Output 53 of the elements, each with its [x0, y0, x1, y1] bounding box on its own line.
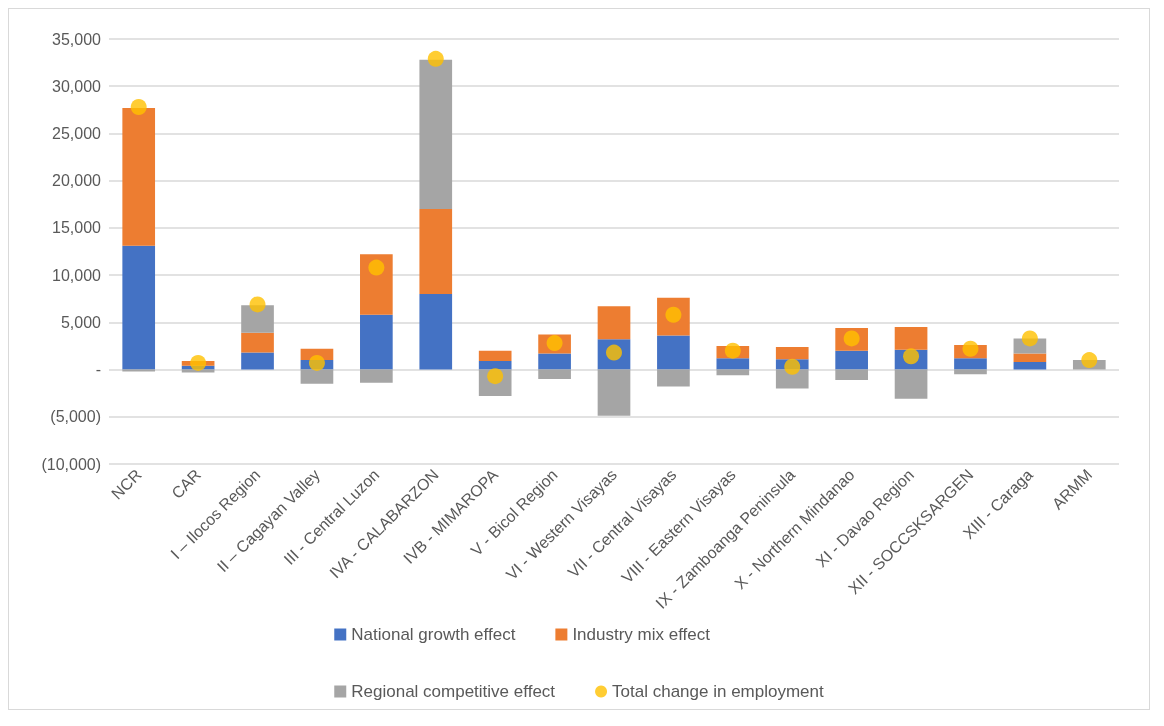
- point: [962, 340, 979, 357]
- bar: [894, 369, 928, 399]
- bar: [538, 369, 571, 379]
- bar: [657, 335, 690, 370]
- y-tick-label: 5,000: [60, 313, 102, 331]
- point: [130, 99, 147, 115]
- y-tick-label: 35,000: [52, 30, 102, 48]
- bar: [478, 361, 512, 370]
- bar: [360, 314, 393, 370]
- bar: [954, 358, 987, 370]
- y-tick-label: 20,000: [52, 172, 102, 190]
- point: [427, 50, 444, 67]
- point: [1081, 352, 1098, 369]
- bar: [241, 332, 274, 353]
- bar: [657, 369, 690, 387]
- bar: [122, 245, 156, 370]
- point: [1021, 330, 1038, 347]
- bar: [1013, 353, 1047, 362]
- point: [784, 358, 801, 375]
- bar: [597, 306, 631, 340]
- bar: [835, 369, 868, 380]
- bar: [419, 294, 453, 370]
- legend-label: National growth effect: [351, 625, 516, 644]
- bar: [835, 350, 868, 370]
- bar: [538, 353, 571, 370]
- legend-label: Regional competitive effect: [351, 682, 556, 701]
- bar: [241, 305, 274, 333]
- bar: [775, 346, 809, 360]
- bar: [241, 352, 274, 370]
- legend-label: Total change in employment: [612, 682, 825, 701]
- y-tick-label: (10,000): [41, 455, 101, 473]
- bar: [1013, 362, 1047, 370]
- point: [368, 259, 385, 276]
- bar: [716, 358, 750, 370]
- legend-label: Industry mix effect: [572, 625, 711, 644]
- bar: [360, 369, 393, 383]
- bar: [478, 350, 512, 362]
- bar: [419, 59, 453, 209]
- y-tick-label: 25,000: [52, 124, 102, 142]
- point: [190, 354, 207, 371]
- y-tick-label: (5,000): [50, 408, 101, 426]
- bar: [419, 209, 453, 294]
- point: [724, 342, 741, 359]
- bar: [122, 107, 156, 246]
- bar: [300, 369, 334, 384]
- bar: [597, 369, 631, 416]
- point: [249, 296, 266, 313]
- point: [308, 354, 325, 371]
- bar: [894, 327, 928, 350]
- y-tick-label: -: [95, 361, 101, 379]
- y-tick-label: 10,000: [52, 266, 102, 284]
- y-tick-label: 30,000: [52, 77, 102, 95]
- y-tick-label: 15,000: [52, 219, 102, 237]
